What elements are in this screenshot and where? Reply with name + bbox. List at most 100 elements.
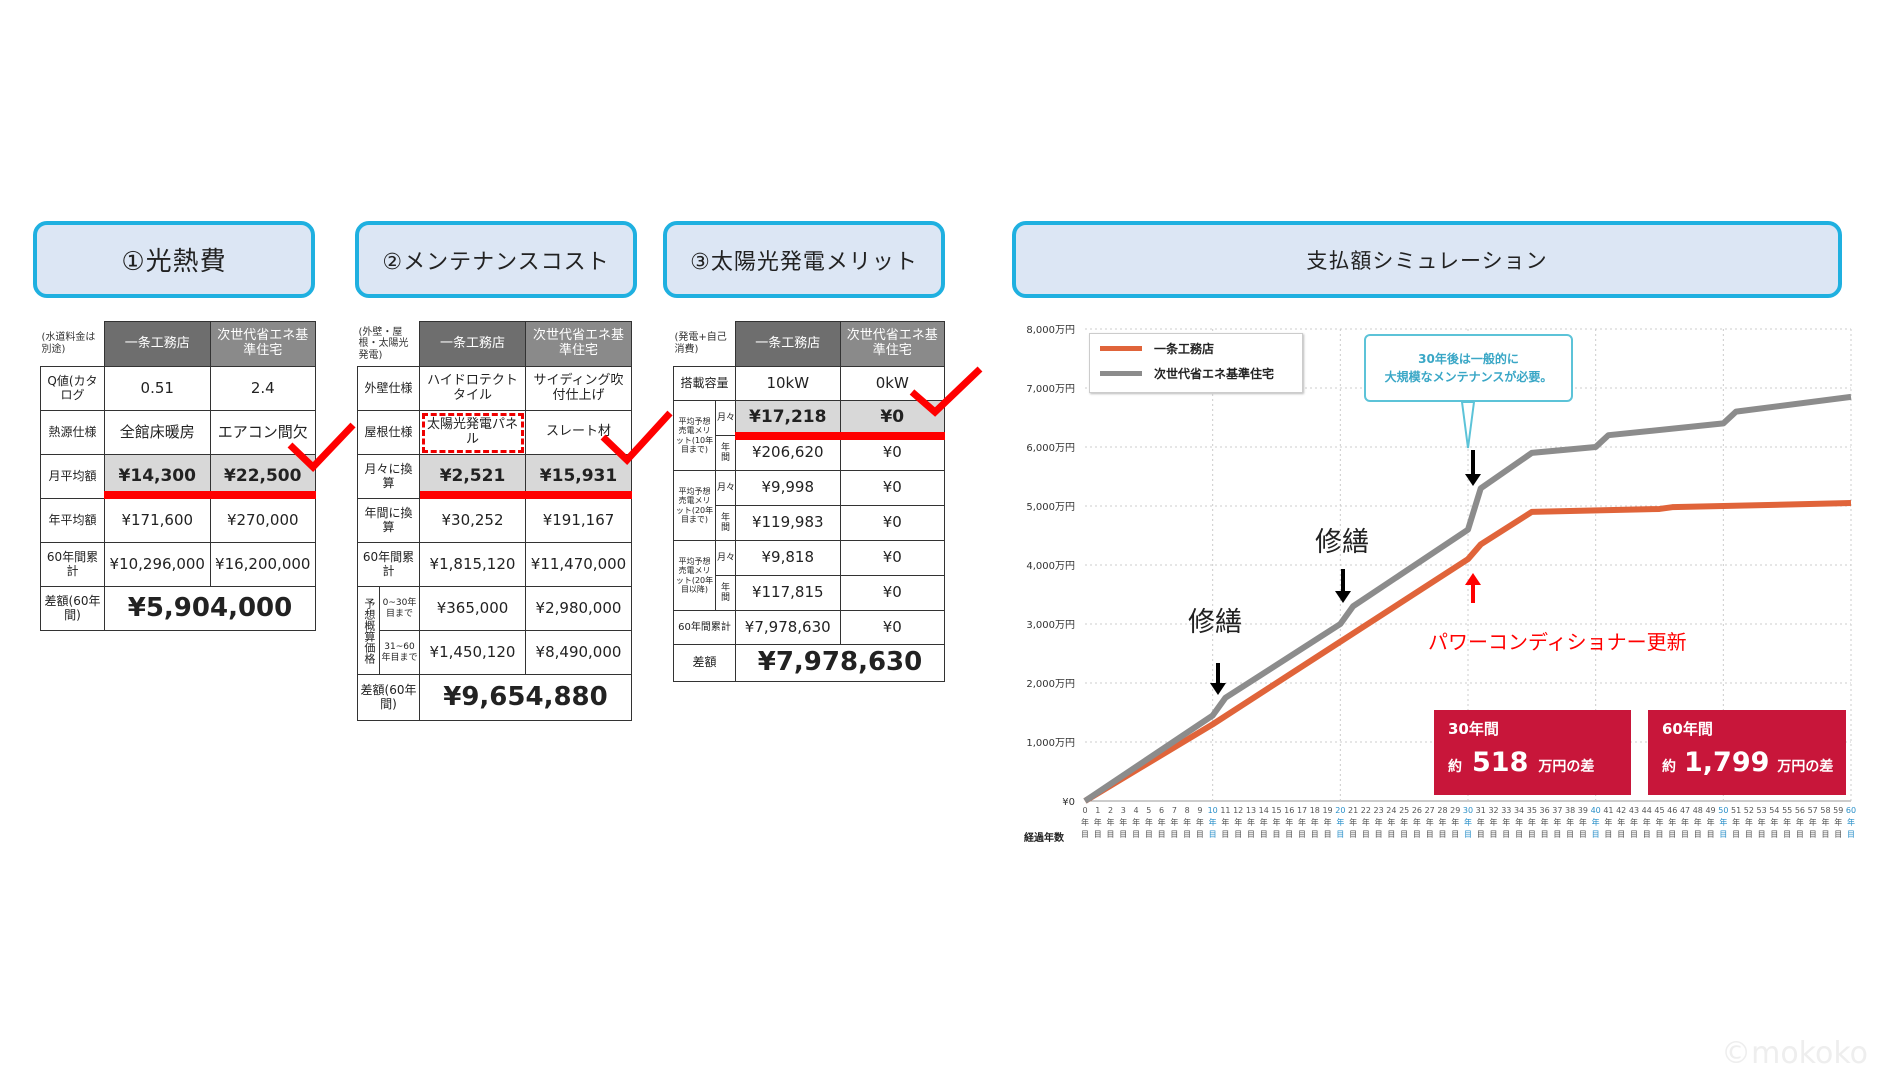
x-tick-unit: 目 (1541, 830, 1549, 839)
legend-item: 次世代省エネ基準住宅 (1100, 365, 1292, 382)
x-tick-label: 50 (1718, 806, 1728, 815)
x-tick-unit: 年 (1464, 817, 1472, 827)
x-tick-label: 11 (1220, 806, 1230, 815)
x-tick-unit: 年 (1490, 817, 1498, 827)
x-tick-unit: 年 (1451, 817, 1459, 827)
x-tick-label: 49 (1705, 806, 1715, 815)
solar-panel-roof-highlight: 太陽光発電パネル (419, 410, 526, 455)
x-tick-unit: 目 (1490, 830, 1498, 839)
x-tick-unit: 目 (1809, 830, 1817, 839)
checkmark-icon (600, 410, 673, 466)
x-tick-label: 19 (1322, 806, 1332, 815)
x-tick-unit: 目 (1221, 830, 1229, 839)
x-tick-unit: 年 (1298, 817, 1306, 827)
x-tick-unit: 目 (1260, 830, 1268, 839)
x-tick-unit: 目 (1681, 830, 1689, 839)
x-tick-label: 12 (1233, 806, 1243, 815)
x-tick-unit: 年 (1604, 817, 1612, 827)
x-tick-label: 56 (1795, 806, 1805, 815)
x-tick-unit: 年 (1081, 817, 1089, 827)
x-tick-unit: 年 (1221, 817, 1229, 827)
x-tick-unit: 目 (1502, 830, 1510, 839)
x-tick-label: 37 (1552, 806, 1562, 815)
x-tick-unit: 目 (1515, 830, 1523, 839)
x-tick-unit: 年 (1438, 817, 1446, 827)
x-tick-unit: 目 (1643, 830, 1651, 839)
x-tick-unit: 目 (1273, 830, 1281, 839)
x-tick-unit: 年 (1132, 817, 1140, 827)
x-tick-label: 53 (1757, 806, 1767, 815)
x-tick-unit: 目 (1324, 830, 1332, 839)
maintenance-cost-table: (外壁・屋根・太陽光発電) 一条工務店 次世代省エネ基準住宅 外壁仕様 ハイドロテクト… (357, 321, 632, 721)
x-tick-label: 34 (1514, 806, 1524, 815)
x-tick-unit: 年 (1170, 817, 1178, 827)
chart-legend: 一条工務店 次世代省エネ基準住宅 (1089, 333, 1303, 393)
x-tick-unit: 年 (1234, 817, 1242, 827)
x-tick-label: 44 (1642, 806, 1652, 815)
diff-box-30y: 30年間 約 518 万円の差 (1434, 710, 1631, 795)
legend-swatch (1100, 346, 1142, 351)
x-tick-unit: 年 (1375, 817, 1383, 827)
red-underline (104, 491, 316, 499)
up-arrow-icon (1465, 573, 1481, 585)
x-tick-unit: 目 (1656, 830, 1664, 839)
x-tick-label: 10 (1208, 806, 1218, 815)
x-tick-unit: 目 (1375, 830, 1383, 839)
x-tick-unit: 年 (1426, 817, 1434, 827)
x-tick-unit: 年 (1783, 817, 1791, 827)
x-tick-label: 5 (1146, 806, 1151, 815)
x-tick-unit: 年 (1770, 817, 1778, 827)
x-tick-unit: 目 (1119, 830, 1127, 839)
x-tick-label: 35 (1527, 806, 1537, 815)
x-tick-unit: 目 (1196, 830, 1204, 839)
x-tick-label: 14 (1259, 806, 1269, 815)
x-tick-unit: 年 (1387, 817, 1395, 827)
x-tick-unit: 目 (1553, 830, 1561, 839)
x-tick-unit: 年 (1681, 817, 1689, 827)
y-tick-label: ¥0 (1062, 797, 1075, 808)
x-tick-unit: 年 (1145, 817, 1153, 827)
x-tick-label: 45 (1654, 806, 1664, 815)
x-tick-label: 13 (1246, 806, 1256, 815)
x-tick-label: 20 (1335, 806, 1345, 815)
x-tick-unit: 年 (1260, 817, 1268, 827)
x-tick-unit: 目 (1426, 830, 1434, 839)
x-tick-unit: 目 (1668, 830, 1676, 839)
x-tick-unit: 目 (1158, 830, 1166, 839)
red-underline (735, 432, 945, 440)
x-tick-unit: 年 (1821, 817, 1829, 827)
y-tick-label: 8,000万円 (1026, 325, 1075, 336)
x-tick-unit: 目 (1400, 830, 1408, 839)
diff-box-60y: 60年間 約 1,799 万円の差 (1648, 710, 1846, 795)
x-tick-label: 33 (1501, 806, 1511, 815)
x-tick-label: 6 (1159, 806, 1164, 815)
x-tick-unit: 年 (1247, 817, 1255, 827)
x-tick-unit: 年 (1758, 817, 1766, 827)
y-tick-label: 3,000万円 (1026, 620, 1075, 631)
x-tick-unit: 目 (1298, 830, 1306, 839)
x-tick-unit: 年 (1413, 817, 1421, 827)
header-maintenance-cost: ②メンテナンスコスト (355, 221, 637, 298)
x-tick-unit: 年 (1094, 817, 1102, 827)
x-tick-label: 30 (1463, 806, 1473, 815)
x-tick-label: 47 (1680, 806, 1690, 815)
x-tick-unit: 目 (1464, 830, 1472, 839)
legend-item: 一条工務店 (1100, 340, 1292, 357)
x-tick-label: 25 (1399, 806, 1409, 815)
x-tick-label: 23 (1374, 806, 1384, 815)
down-arrow-icon (1210, 683, 1226, 695)
x-tick-label: 22 (1361, 806, 1371, 815)
x-tick-unit: 目 (1285, 830, 1293, 839)
series-line (1083, 393, 1852, 804)
x-tick-label: 4 (1134, 806, 1139, 815)
x-tick-label: 26 (1412, 806, 1422, 815)
x-tick-label: 60 (1846, 806, 1856, 815)
x-tick-unit: 年 (1732, 817, 1740, 827)
x-tick-unit: 年 (1834, 817, 1842, 827)
y-tick-label: 2,000万円 (1026, 679, 1075, 690)
x-tick-unit: 年 (1528, 817, 1536, 827)
x-tick-unit: 年 (1592, 817, 1600, 827)
x-tick-label: 28 (1437, 806, 1447, 815)
x-tick-unit: 目 (1107, 830, 1115, 839)
legend-swatch (1100, 371, 1142, 376)
